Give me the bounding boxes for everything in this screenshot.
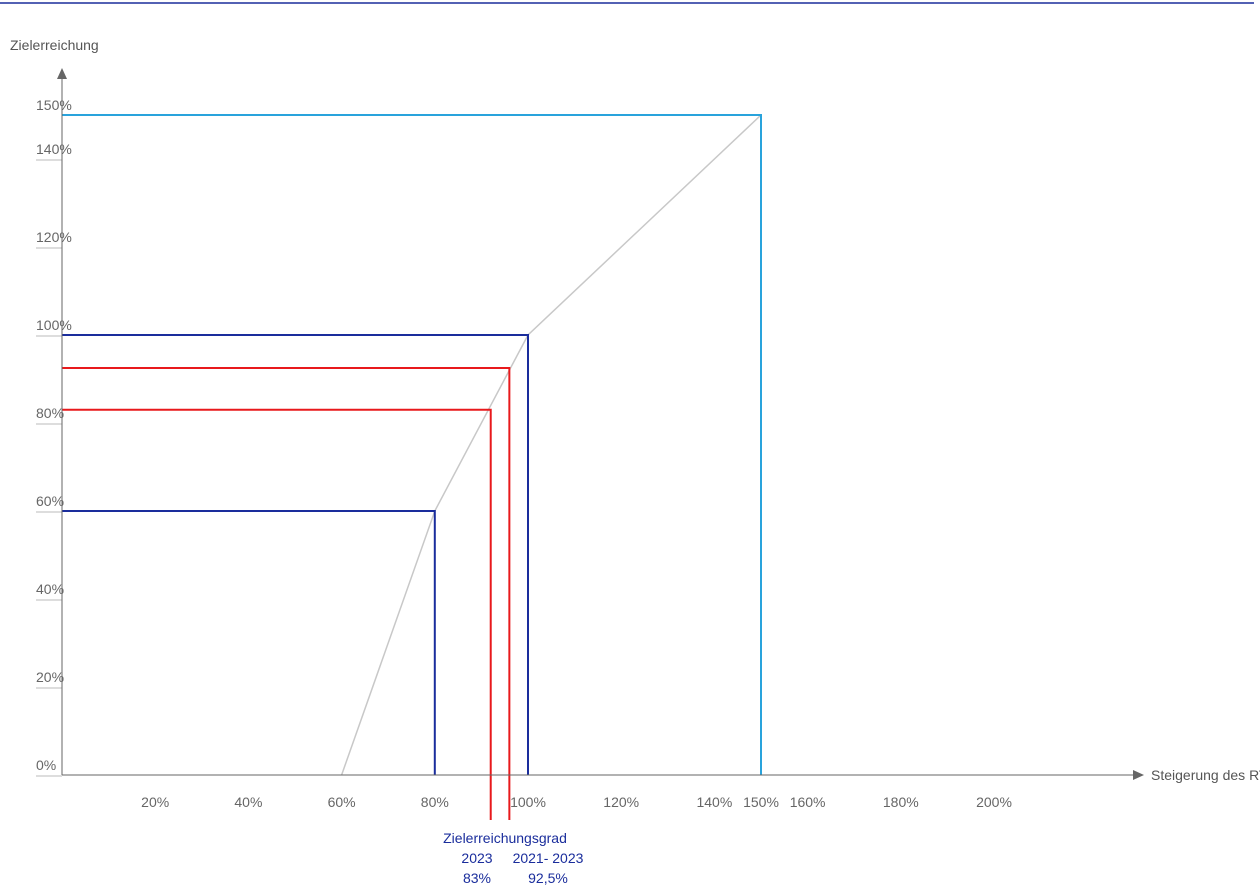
reference-line-1 [62,334,529,775]
target-curve [340,114,762,776]
annotation-2023-label: 2023 [461,850,492,866]
reference-line-0 [62,510,436,775]
x-axis-title: Steigerung des RTSR [1151,767,1260,783]
y-tick-label: 140% [36,141,72,157]
y-axis-arrow [57,68,67,79]
x-tick-label: 180% [883,794,919,810]
reference-line-4 [62,367,511,820]
annotation-2023-value: 83% [463,870,491,886]
y-tick-label: 100% [36,317,72,333]
annotation-2021-2023-label: 2021- 2023 [513,850,584,866]
annotation-2021-2023-value: 92,5% [528,870,568,886]
y-tick-label: 150% [36,97,72,113]
y-tick-underlines [36,159,62,777]
x-tick-label: 120% [603,794,639,810]
tick-labels: 0% 20% 40% 60% 80% 100% 120% 140% 150% 20% 40% 60% 8… [36,97,1012,810]
x-tick-label: 40% [234,794,262,810]
reference-line-2 [62,114,762,775]
x-tick-label: 100% [510,794,546,810]
y-tick-label: 20% [36,669,64,685]
y-tick-label: 40% [36,581,64,597]
x-tick-label: 60% [328,794,356,810]
x-tick-label: 140% [696,794,732,810]
y-tick-label: 60% [36,493,64,509]
y-tick-label: 0% [36,757,56,773]
reference-lines [62,114,762,820]
y-tick-label: 80% [36,405,64,421]
y-tick-label: 120% [36,229,72,245]
x-tick-label: 200% [976,794,1012,810]
x-axis-arrow [1133,770,1144,780]
axes [57,68,1144,780]
x-tick-label: 160% [790,794,826,810]
x-tick-label: 80% [421,794,449,810]
curve-layer [340,114,762,776]
x-tick-label: 150% [743,794,779,810]
reference-line-3 [62,408,492,820]
y-axis-title: Zielerreichung [10,37,99,53]
x-tick-label: 20% [141,794,169,810]
annotation-title: Zielerreichungsgrad [443,830,567,846]
annotation: Zielerreichungsgrad 2023 2021- 2023 83% … [443,830,584,886]
